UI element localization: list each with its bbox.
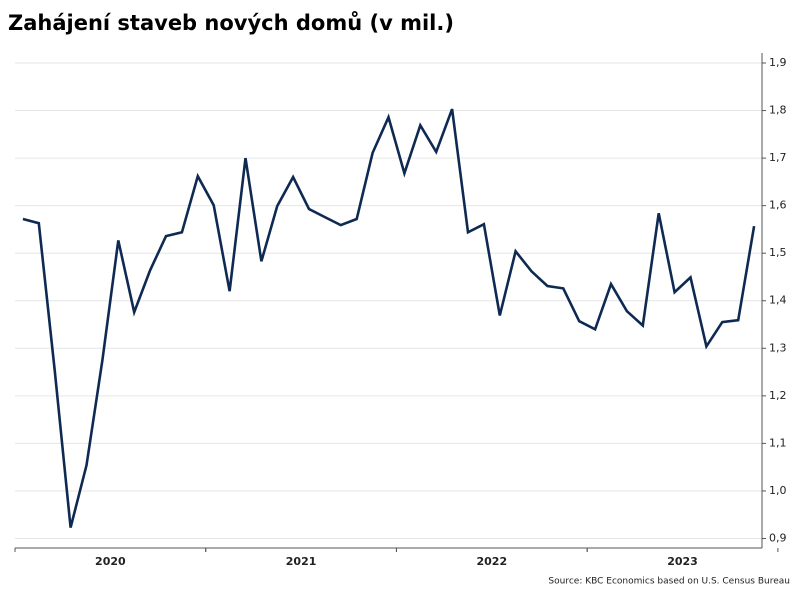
y-tick-label: 0,9 <box>769 531 787 544</box>
x-tick-label: 2021 <box>286 555 317 568</box>
y-tick-label: 1,5 <box>769 246 787 259</box>
y-tick-label: 1,0 <box>769 484 787 497</box>
x-tick-label: 2022 <box>476 555 507 568</box>
y-tick-label: 1,4 <box>769 294 787 307</box>
y-tick-label: 1,8 <box>769 104 787 117</box>
line-series <box>22 108 756 528</box>
y-tick-label: 1,2 <box>769 389 787 402</box>
source: Source: KBC Economics based on U.S. Cens… <box>548 577 790 587</box>
y-tick-label: 1,1 <box>769 436 787 449</box>
chart-title: Zahájení staveb nových domů (v mil.) <box>8 11 454 35</box>
x-tick-label: 2020 <box>95 555 126 568</box>
y-tick-label: 1,7 <box>769 151 787 164</box>
y-tick-label: 1,3 <box>769 341 787 354</box>
x-tick-label: 2023 <box>667 555 698 568</box>
y-tick-label: 1,9 <box>769 56 787 69</box>
y-tick-label: 1,6 <box>769 199 787 212</box>
